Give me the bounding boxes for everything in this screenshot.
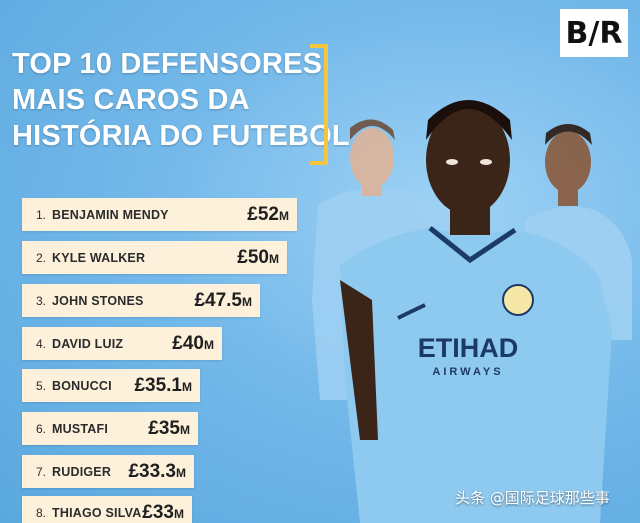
ranking-row: 8. THIAGO SILVA £33M	[22, 496, 192, 523]
watermark: 头条 @国际足球那些事	[455, 489, 610, 507]
page-title: TOP 10 DEFENSORES MAIS CAROS DA HISTÓRIA…	[12, 46, 350, 154]
player-name: JOHN STONES	[52, 293, 144, 308]
rank-number: 5.	[36, 378, 47, 393]
ranking-row: 6. MUSTAFI £35M	[22, 412, 198, 445]
title-bracket	[310, 44, 328, 165]
transfer-fee: £33M	[142, 501, 184, 523]
player-name: THIAGO SILVA	[52, 505, 142, 520]
rank-number: 8.	[36, 505, 47, 520]
transfer-fee: £40M	[172, 332, 214, 354]
player-name: BONUCCI	[52, 378, 112, 393]
shirt-sponsor-text: ETIHAD	[418, 333, 519, 363]
transfer-fee: £35M	[148, 417, 190, 439]
title-line: HISTÓRIA DO FUTEBOL	[12, 120, 350, 152]
shirt-sponsor-subtext: AIRWAYS	[432, 366, 503, 378]
rank-number: 2.	[36, 250, 47, 265]
player-name: BENJAMIN MENDY	[52, 207, 169, 222]
ranking-row: 2. KYLE WALKER £50M	[22, 241, 287, 274]
player-name: KYLE WALKER	[52, 250, 146, 265]
title-line: MAIS CAROS DA	[12, 84, 250, 116]
ranking-row: 1. BENJAMIN MENDY £52M	[22, 198, 297, 231]
transfer-fee: £50M	[237, 246, 279, 268]
title-line: TOP 10 DEFENSORES	[12, 48, 323, 80]
transfer-fee: £35.1M	[134, 374, 192, 396]
transfer-fee: £52M	[247, 203, 289, 225]
transfer-fee: £47.5M	[194, 289, 252, 311]
ranking-row: 5. BONUCCI £35.1M	[22, 369, 200, 402]
ranking-row: 3. JOHN STONES £47.5M	[22, 284, 260, 317]
ranking-row: 7. RUDIGER £33.3M	[22, 455, 194, 488]
player-name: RUDIGER	[52, 464, 112, 479]
transfer-fee: £33.3M	[128, 460, 186, 482]
rank-number: 4.	[36, 336, 47, 351]
rank-number: 1.	[36, 207, 47, 222]
player-mendy-figure	[340, 100, 612, 523]
rank-number: 3.	[36, 293, 47, 308]
player-name: DAVID LUIZ	[52, 336, 124, 351]
ranking-row: 4. DAVID LUIZ £40M	[22, 327, 222, 360]
player-name: MUSTAFI	[52, 421, 109, 436]
bleacher-report-logo: B/R	[560, 9, 628, 57]
rank-number: 6.	[36, 421, 47, 436]
rank-number: 7.	[36, 464, 47, 479]
